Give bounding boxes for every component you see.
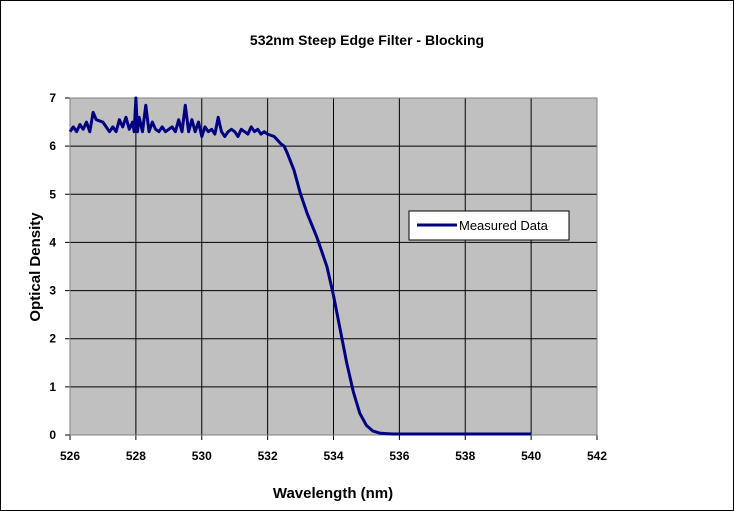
x-tick-label: 538 [455, 449, 475, 463]
y-tick-label: 6 [49, 139, 56, 153]
y-axis-ticks: 0 1 2 3 4 5 6 7 [49, 91, 56, 442]
x-tick-label: 534 [323, 449, 343, 463]
legend: Measured Data [408, 210, 570, 241]
y-axis-title: Optical Density [27, 212, 44, 322]
gridlines [65, 97, 598, 440]
y-tick-label: 1 [49, 380, 56, 394]
y-tick-label: 7 [49, 91, 56, 105]
x-tick-label: 542 [587, 449, 607, 463]
x-tick-label: 530 [192, 449, 212, 463]
y-tick-label: 2 [49, 332, 56, 346]
x-tick-label: 536 [389, 449, 409, 463]
x-tick-label: 526 [60, 449, 80, 463]
series-line-measured-data [68, 96, 532, 436]
chart-title: 532nm Steep Edge Filter - Blocking [250, 32, 484, 48]
x-axis-ticks: 526 528 530 532 534 536 538 540 542 [60, 449, 607, 463]
y-tick-label: 0 [49, 428, 56, 442]
x-axis-title: Wavelength (nm) [273, 485, 393, 502]
legend-label-measured-data: Measured Data [459, 218, 549, 233]
x-tick-label: 532 [258, 449, 278, 463]
x-tick-label: 540 [521, 449, 541, 463]
y-tick-label: 5 [49, 187, 56, 201]
x-tick-label: 528 [126, 449, 146, 463]
y-tick-label: 4 [49, 235, 56, 249]
y-tick-label: 3 [49, 284, 56, 298]
plot-border [69, 97, 598, 436]
